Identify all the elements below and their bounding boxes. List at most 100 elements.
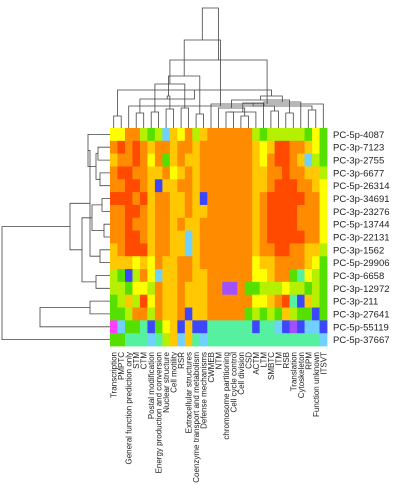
heatmap-cell xyxy=(229,128,238,142)
heatmap-cell xyxy=(192,320,201,334)
heatmap-cell xyxy=(192,281,201,296)
heatmap-cell xyxy=(319,281,328,296)
heatmap-cell xyxy=(110,243,118,257)
heatmap-cell xyxy=(132,333,141,347)
dendrogram-branch xyxy=(103,223,110,238)
dendrogram-branch xyxy=(242,102,264,128)
heatmap-cell xyxy=(252,320,261,334)
heatmap-cell xyxy=(289,140,298,155)
column-label: Coenzyme transport and metabolism xyxy=(192,352,201,483)
heatmap-cell xyxy=(237,204,246,219)
dendrogram-branch xyxy=(180,107,189,128)
heatmap-cell xyxy=(214,166,223,180)
heatmap-cell xyxy=(154,217,163,231)
heatmap-cell xyxy=(124,140,133,155)
heatmap-cell xyxy=(259,140,268,155)
dendrogram-branch xyxy=(101,198,110,212)
heatmap-cell xyxy=(110,307,118,321)
row-label: PC-3p-12972 xyxy=(333,284,390,295)
heatmap-cell xyxy=(289,192,298,206)
heatmap-cell xyxy=(147,269,156,283)
heatmap-cell xyxy=(192,307,201,321)
heatmap-cell xyxy=(207,307,216,321)
column-label: chromosome partitioning xyxy=(222,352,231,440)
heatmap-cell xyxy=(267,140,276,155)
heatmap-cell xyxy=(229,294,238,308)
heatmap-cell xyxy=(207,128,216,142)
dendrogram-branch xyxy=(99,172,110,187)
heatmap-cell xyxy=(154,243,163,257)
heatmap-cell xyxy=(312,333,320,347)
column-label: LTM xyxy=(259,352,268,368)
heatmap-cell xyxy=(259,320,268,334)
heatmap-cell xyxy=(274,192,283,206)
heatmap-cell xyxy=(237,269,246,283)
column-label: Defense mechanisms xyxy=(200,352,209,429)
column-label: CTM xyxy=(140,352,149,370)
heatmap-cell xyxy=(177,256,186,270)
heatmap-cell xyxy=(274,333,283,347)
heatmap-cell xyxy=(184,307,193,321)
heatmap-cell xyxy=(199,179,208,193)
dendrogram-branch xyxy=(270,110,279,128)
heatmap-cell xyxy=(319,128,328,142)
heatmap-cell xyxy=(274,204,283,219)
heatmap-cell xyxy=(139,307,148,321)
heatmap-cell xyxy=(252,192,261,206)
heatmap-cell xyxy=(252,217,261,231)
heatmap-cell xyxy=(229,243,238,257)
heatmap-cell xyxy=(184,294,193,308)
heatmap-cell xyxy=(229,192,238,206)
heatmap-cell xyxy=(282,320,290,334)
heatmap-cell xyxy=(252,256,261,270)
dendrogram-branch xyxy=(150,111,159,128)
heatmap-cell xyxy=(117,243,126,257)
heatmap-cell xyxy=(139,217,148,231)
heatmap-cell xyxy=(267,230,276,244)
heatmap-cell xyxy=(147,307,156,321)
heatmap-cell xyxy=(229,320,238,334)
row-label: PC-3p-27641 xyxy=(333,309,390,320)
heatmap-cell xyxy=(304,294,313,308)
heatmap-cell xyxy=(289,333,298,347)
dendrogram-branch xyxy=(69,202,90,251)
dendrogram-branch xyxy=(1,226,110,340)
heatmap-cell xyxy=(237,217,246,231)
heatmap-cell xyxy=(282,243,290,257)
heatmap-cell xyxy=(297,320,305,334)
heatmap-cell xyxy=(229,153,238,167)
heatmap-cell xyxy=(139,243,148,257)
row-label: PC-5p-4087 xyxy=(333,130,384,141)
heatmap-cell xyxy=(169,179,178,193)
row-dendrogram xyxy=(1,134,110,340)
heatmap-cell xyxy=(297,281,305,296)
heatmap-cell xyxy=(274,320,283,334)
heatmap-cell xyxy=(154,256,163,270)
heatmap-cell xyxy=(132,179,141,193)
heatmap-cell xyxy=(117,333,126,347)
heatmap-cell xyxy=(139,230,148,244)
heatmap-cell xyxy=(259,281,268,296)
heatmap-cell xyxy=(237,230,246,244)
heatmap-cell xyxy=(319,204,328,219)
heatmap-cell xyxy=(304,243,313,257)
heatmap-cell xyxy=(267,204,276,219)
heatmap-cell xyxy=(312,281,320,296)
heatmap-cell xyxy=(124,294,133,308)
heatmap-cell xyxy=(214,281,223,296)
heatmap-cell xyxy=(199,230,208,244)
heatmap-cell xyxy=(244,166,253,180)
heatmap-cell xyxy=(124,192,133,206)
heatmap-cell xyxy=(229,269,238,283)
heatmap-cell xyxy=(117,179,126,193)
row-label: PC-5p-13744 xyxy=(333,220,390,231)
heatmap-cell xyxy=(289,179,298,193)
dendrogram-branch xyxy=(195,113,204,128)
column-label: RSB xyxy=(282,352,291,368)
heatmap-cell xyxy=(177,294,186,308)
heatmap-cell xyxy=(259,204,268,219)
heatmap-cell xyxy=(214,320,223,334)
heatmap-cell xyxy=(199,217,208,231)
heatmap-cell xyxy=(259,256,268,270)
heatmap-cell xyxy=(192,333,201,347)
